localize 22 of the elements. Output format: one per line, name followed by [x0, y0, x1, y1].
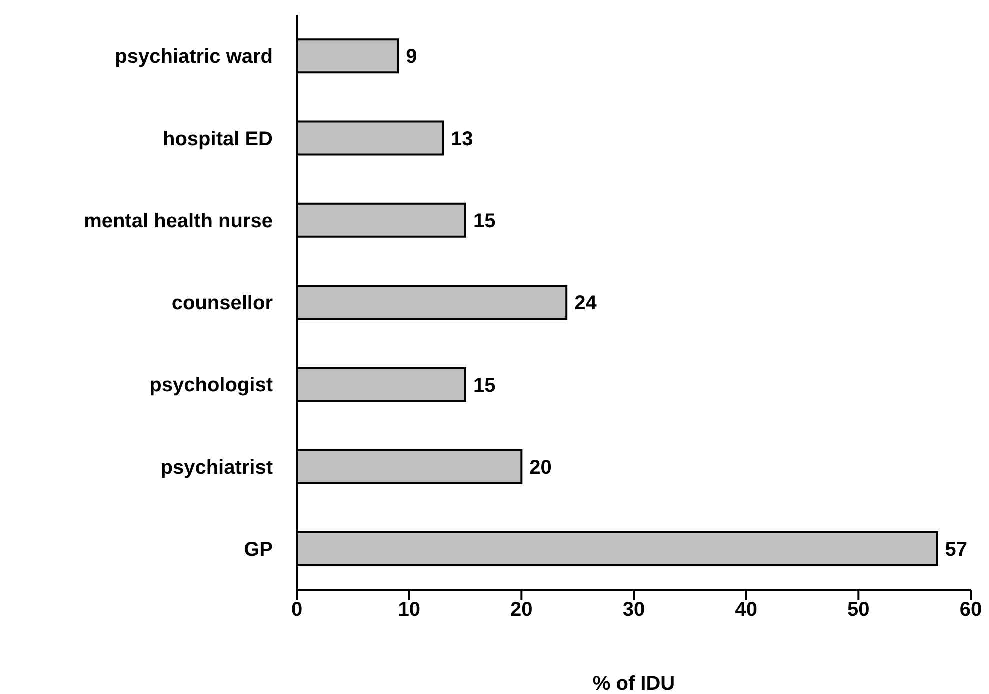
x-tick-label: 50 [848, 599, 870, 622]
data-label: 15 [474, 210, 496, 233]
data-label: 20 [530, 456, 552, 479]
y-tick-label: psychiatric ward [115, 46, 273, 68]
y-tick-label: psychologist [150, 374, 274, 397]
data-label: 24 [574, 292, 598, 315]
x-tick-label: 40 [735, 599, 758, 622]
y-tick-label: psychiatrist [160, 456, 274, 479]
y-tick-label: counsellor [172, 292, 274, 315]
x-tick-label: 0 [291, 599, 303, 622]
data-label: 57 [945, 539, 968, 562]
y-tick-label: hospital ED [162, 128, 273, 150]
x-tick-label: 10 [398, 599, 420, 622]
y-tick-label: GP [244, 539, 273, 562]
x-tick-label: 20 [510, 599, 533, 622]
data-label: 13 [451, 128, 474, 150]
data-label: 15 [474, 374, 496, 397]
x-tick-label: 30 [622, 599, 646, 622]
data-label: 9 [406, 46, 418, 68]
y-tick-label: mental health nurse [84, 210, 273, 232]
x-tick-label: 60 [960, 599, 982, 622]
x-axis-title: % of IDU [592, 673, 676, 694]
